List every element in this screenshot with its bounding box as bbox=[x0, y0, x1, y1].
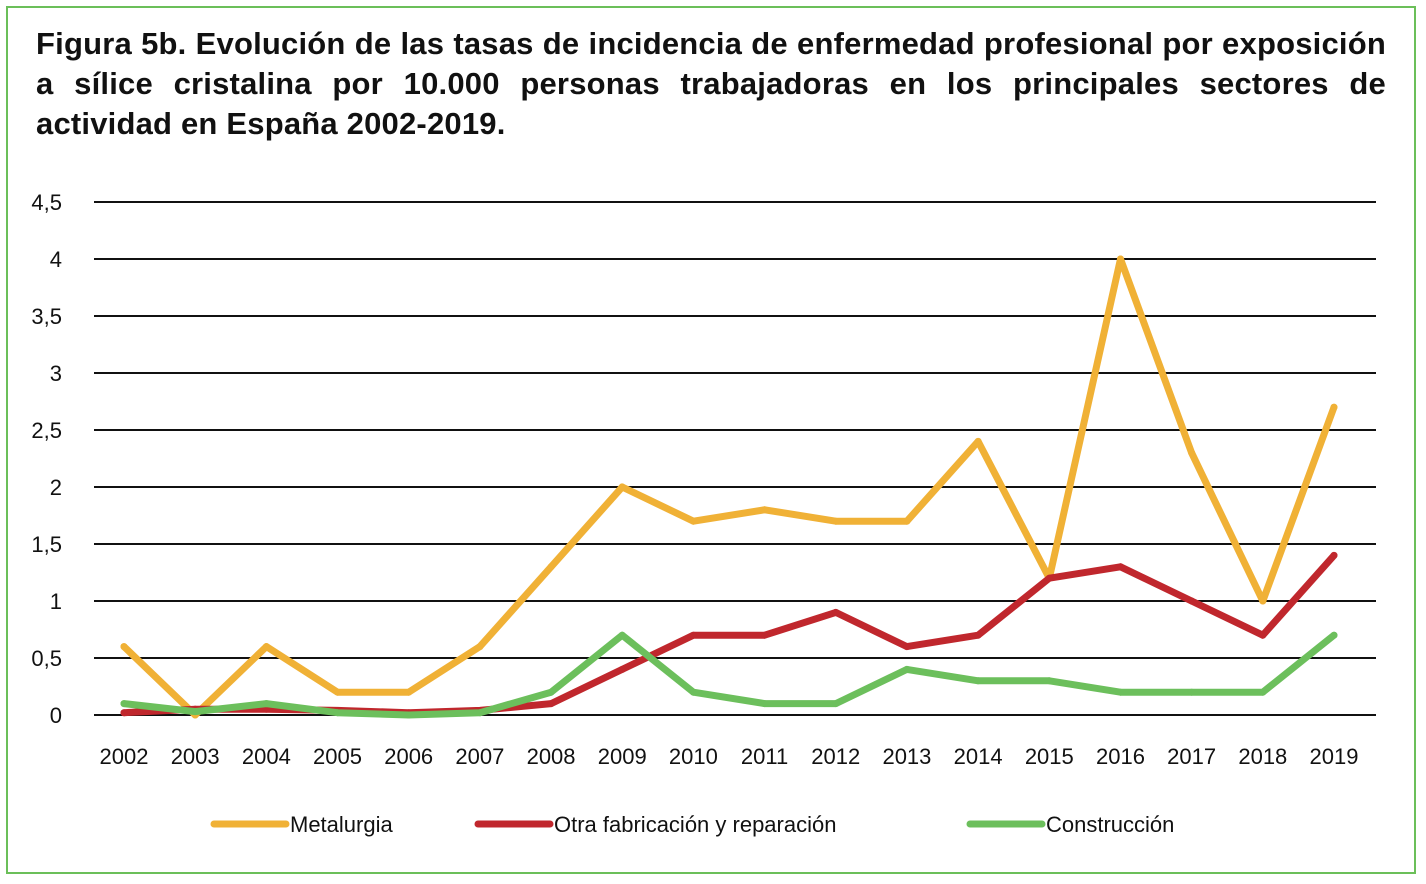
x-tick-label: 2017 bbox=[1167, 744, 1216, 769]
data-point bbox=[1188, 597, 1196, 605]
data-point bbox=[120, 700, 128, 708]
data-point bbox=[405, 711, 413, 719]
series-line-3 bbox=[120, 631, 1338, 719]
data-point bbox=[903, 643, 911, 651]
figure-frame bbox=[6, 6, 1416, 874]
x-tick-label: 2007 bbox=[455, 744, 504, 769]
legend-label: Metalurgia bbox=[290, 812, 393, 837]
data-point bbox=[1188, 449, 1196, 457]
x-tick-label: 2015 bbox=[1025, 744, 1074, 769]
y-tick-label: 4,5 bbox=[31, 190, 62, 215]
data-point bbox=[1259, 688, 1267, 696]
x-tick-label: 2004 bbox=[242, 744, 291, 769]
y-tick-label: 4 bbox=[50, 247, 62, 272]
data-point bbox=[974, 631, 982, 639]
data-point bbox=[334, 688, 342, 696]
data-point bbox=[761, 700, 769, 708]
data-point bbox=[547, 563, 555, 571]
y-axis-ticks: 0 0,5 1 1,5 2 2,5 3 3,5 4 4,5 bbox=[31, 190, 62, 728]
chart-title: Figura 5b. Evolución de las tasas de inc… bbox=[36, 26, 1386, 141]
data-point bbox=[689, 631, 697, 639]
data-point bbox=[832, 700, 840, 708]
data-point bbox=[1259, 597, 1267, 605]
y-tick-label: 1,5 bbox=[31, 532, 62, 557]
data-point bbox=[1045, 677, 1053, 685]
data-point bbox=[832, 517, 840, 525]
data-point bbox=[1330, 631, 1338, 639]
data-point bbox=[191, 708, 199, 716]
data-point bbox=[689, 688, 697, 696]
data-point bbox=[120, 643, 128, 651]
series-lines bbox=[120, 255, 1338, 719]
data-point bbox=[547, 688, 555, 696]
x-tick-label: 2012 bbox=[811, 744, 860, 769]
legend: Metalurgia Otra fabricación y reparación C… bbox=[210, 812, 1174, 837]
data-point bbox=[1116, 255, 1124, 263]
x-tick-label: 2005 bbox=[313, 744, 362, 769]
data-point bbox=[262, 643, 270, 651]
data-point bbox=[1330, 551, 1338, 559]
y-tick-label: 1 bbox=[50, 589, 62, 614]
data-point bbox=[1259, 631, 1267, 639]
data-point bbox=[689, 517, 697, 525]
x-axis-ticks: 2002 2003 2004 2005 2006 2007 2008 2009 2010 2011… bbox=[100, 744, 1359, 769]
data-point bbox=[1116, 563, 1124, 571]
y-tick-label: 0,5 bbox=[31, 646, 62, 671]
x-tick-label: 2003 bbox=[171, 744, 220, 769]
y-tick-label: 3,5 bbox=[31, 304, 62, 329]
data-point bbox=[1330, 403, 1338, 411]
data-point bbox=[1045, 574, 1053, 582]
x-tick-label: 2009 bbox=[598, 744, 647, 769]
legend-label: Construcción bbox=[1046, 812, 1174, 837]
data-point bbox=[761, 631, 769, 639]
data-point bbox=[761, 506, 769, 514]
data-point bbox=[405, 688, 413, 696]
x-tick-label: 2018 bbox=[1238, 744, 1287, 769]
data-point bbox=[120, 709, 128, 717]
series-line-1 bbox=[120, 255, 1338, 719]
x-tick-label: 2011 bbox=[741, 744, 788, 769]
data-point bbox=[334, 709, 342, 717]
x-tick-label: 2008 bbox=[527, 744, 576, 769]
data-point bbox=[618, 631, 626, 639]
data-point bbox=[903, 665, 911, 673]
data-point bbox=[618, 483, 626, 491]
data-point bbox=[262, 705, 270, 713]
data-point bbox=[618, 665, 626, 673]
x-tick-label: 2002 bbox=[100, 744, 149, 769]
x-tick-label: 2016 bbox=[1096, 744, 1145, 769]
data-point bbox=[974, 437, 982, 445]
data-point bbox=[903, 517, 911, 525]
legend-label: Otra fabricación y reparación bbox=[554, 812, 836, 837]
data-point bbox=[476, 709, 484, 717]
x-tick-label: 2019 bbox=[1310, 744, 1359, 769]
data-point bbox=[1116, 688, 1124, 696]
data-point bbox=[262, 700, 270, 708]
x-tick-label: 2010 bbox=[669, 744, 718, 769]
x-tick-label: 2006 bbox=[384, 744, 433, 769]
data-point bbox=[832, 608, 840, 616]
x-tick-label: 2014 bbox=[954, 744, 1003, 769]
data-point bbox=[476, 643, 484, 651]
data-point bbox=[1188, 688, 1196, 696]
x-tick-label: 2013 bbox=[882, 744, 931, 769]
y-tick-label: 3 bbox=[50, 361, 62, 386]
y-tick-label: 2,5 bbox=[31, 418, 62, 443]
y-tick-label: 0 bbox=[50, 703, 62, 728]
data-point bbox=[547, 700, 555, 708]
data-point bbox=[974, 677, 982, 685]
y-tick-label: 2 bbox=[50, 475, 62, 500]
